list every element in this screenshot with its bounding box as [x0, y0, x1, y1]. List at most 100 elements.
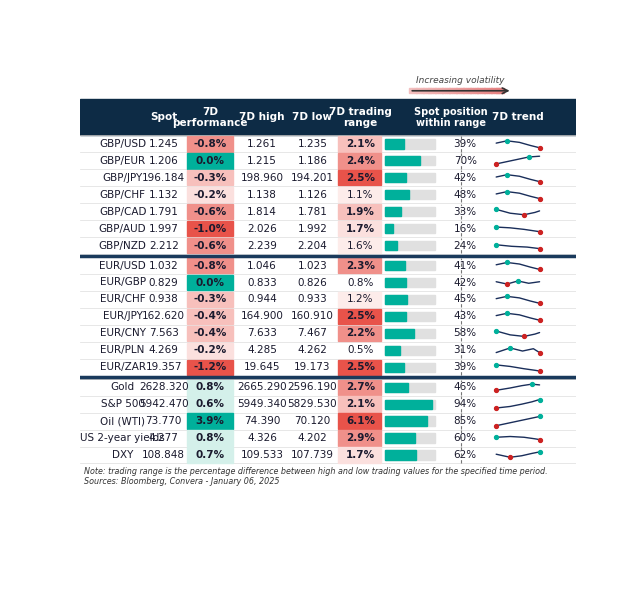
Text: 1.206: 1.206: [149, 156, 179, 166]
Text: 1.9%: 1.9%: [346, 207, 375, 217]
Text: Spot position
within range: Spot position within range: [415, 107, 488, 128]
Bar: [80, 257, 576, 274]
Bar: [445, 88, 447, 93]
Bar: [338, 380, 381, 395]
Bar: [385, 346, 435, 355]
Text: -0.2%: -0.2%: [193, 190, 227, 200]
Text: 43%: 43%: [454, 311, 477, 321]
Bar: [187, 447, 234, 462]
Text: 3.9%: 3.9%: [196, 416, 225, 426]
Bar: [338, 430, 381, 446]
Text: 62%: 62%: [454, 450, 477, 460]
Bar: [80, 153, 576, 169]
Bar: [461, 88, 464, 93]
Bar: [80, 203, 576, 220]
Bar: [385, 139, 435, 148]
Text: 39%: 39%: [454, 362, 477, 372]
Bar: [417, 88, 419, 93]
Bar: [385, 207, 401, 216]
Text: 1.215: 1.215: [247, 156, 277, 166]
Text: 1.023: 1.023: [298, 260, 328, 271]
Bar: [385, 383, 408, 392]
Bar: [338, 221, 381, 236]
Bar: [473, 88, 476, 93]
Text: 74.390: 74.390: [244, 416, 280, 426]
Text: 7D high: 7D high: [239, 112, 285, 122]
Text: EUR/CNY: EUR/CNY: [100, 328, 146, 339]
Bar: [499, 88, 501, 93]
Text: EUR/JPY: EUR/JPY: [102, 311, 143, 321]
Text: -0.6%: -0.6%: [193, 207, 227, 217]
Bar: [414, 88, 417, 93]
Bar: [454, 88, 457, 93]
Bar: [80, 308, 576, 325]
Bar: [338, 238, 381, 253]
Bar: [80, 135, 576, 153]
Text: 2.9%: 2.9%: [346, 433, 375, 443]
Text: 4.202: 4.202: [298, 433, 328, 443]
Text: 164.900: 164.900: [241, 311, 284, 321]
Bar: [187, 221, 234, 236]
Text: 1.997: 1.997: [148, 224, 179, 234]
Text: 0.829: 0.829: [149, 278, 179, 287]
Bar: [496, 88, 499, 93]
Bar: [338, 187, 381, 203]
Bar: [187, 187, 234, 203]
Text: 5829.530: 5829.530: [288, 399, 337, 409]
Bar: [385, 362, 404, 372]
Text: GBP/EUR: GBP/EUR: [100, 156, 146, 166]
Text: 19.357: 19.357: [145, 362, 182, 372]
Text: 0.944: 0.944: [247, 294, 277, 305]
Bar: [385, 312, 406, 321]
Text: 42%: 42%: [454, 278, 477, 287]
Bar: [487, 88, 490, 93]
Text: 108.848: 108.848: [142, 450, 185, 460]
Text: 1.126: 1.126: [298, 190, 328, 200]
Bar: [440, 88, 443, 93]
Bar: [187, 380, 234, 395]
Text: 7.467: 7.467: [298, 328, 328, 339]
Text: 19.645: 19.645: [244, 362, 280, 372]
Text: GBP/CHF: GBP/CHF: [100, 190, 146, 200]
Text: 0.8%: 0.8%: [348, 278, 374, 287]
Text: 2.2%: 2.2%: [346, 328, 375, 339]
Text: -1.2%: -1.2%: [193, 362, 227, 372]
Bar: [492, 88, 494, 93]
Bar: [187, 238, 234, 253]
Text: EUR/ZAR: EUR/ZAR: [100, 362, 146, 372]
Bar: [338, 309, 381, 324]
Bar: [452, 88, 454, 93]
Text: 1.132: 1.132: [148, 190, 179, 200]
Bar: [385, 346, 400, 355]
Text: 1.235: 1.235: [298, 139, 328, 149]
Bar: [187, 275, 234, 290]
Bar: [410, 88, 412, 93]
Bar: [80, 274, 576, 291]
Bar: [385, 173, 435, 182]
Text: 4.277: 4.277: [148, 433, 179, 443]
Text: 2.3%: 2.3%: [346, 260, 375, 271]
Bar: [385, 312, 435, 321]
Bar: [385, 383, 435, 392]
Bar: [385, 295, 435, 304]
Text: -0.4%: -0.4%: [193, 311, 227, 321]
Text: 2665.290: 2665.290: [237, 382, 287, 392]
Bar: [338, 204, 381, 219]
Text: 0.826: 0.826: [298, 278, 328, 287]
Bar: [80, 430, 576, 446]
Bar: [466, 88, 468, 93]
Bar: [80, 186, 576, 203]
Text: 0.5%: 0.5%: [348, 345, 374, 355]
Bar: [385, 156, 435, 166]
Bar: [80, 396, 576, 412]
Bar: [385, 241, 397, 250]
Bar: [463, 88, 466, 93]
Bar: [431, 88, 433, 93]
Bar: [456, 88, 459, 93]
Text: Sources: Bloomberg, Convera - January 06, 2025: Sources: Bloomberg, Convera - January 06…: [84, 477, 280, 486]
Text: 2.239: 2.239: [247, 241, 277, 250]
Text: 70.120: 70.120: [294, 416, 331, 426]
Text: 1.781: 1.781: [298, 207, 328, 217]
Text: 109.533: 109.533: [241, 450, 284, 460]
Bar: [385, 278, 406, 287]
